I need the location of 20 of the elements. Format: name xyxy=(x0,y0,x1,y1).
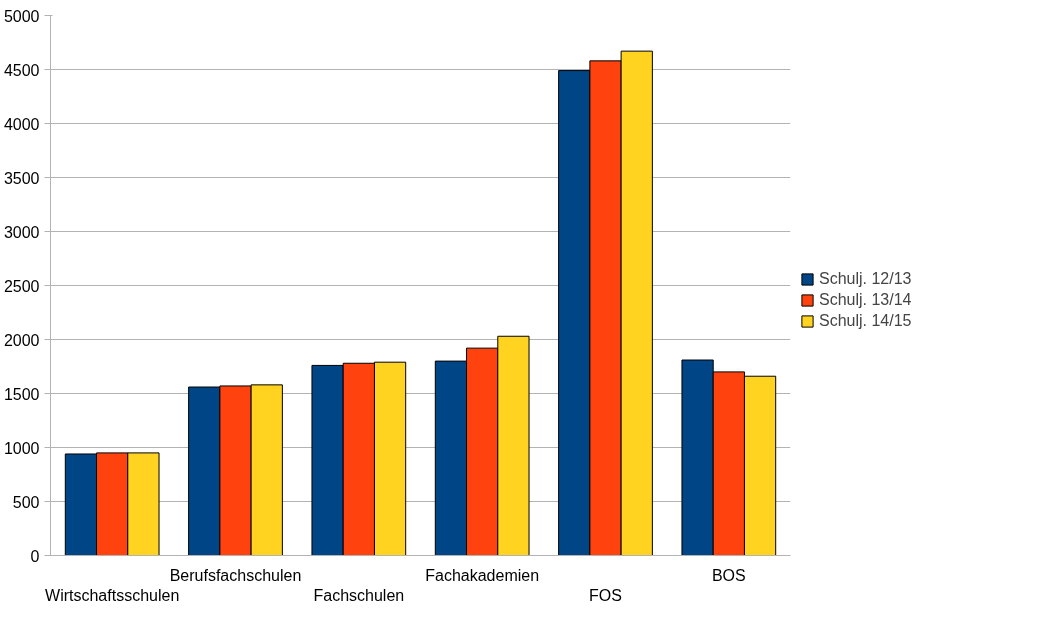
x-tick-label: Berufsfachschulen xyxy=(169,566,302,584)
legend-label: Schulj. 13/14 xyxy=(819,291,912,309)
x-tick-label: Fachakademien xyxy=(425,566,540,584)
y-tick-label: 0 xyxy=(30,547,40,565)
y-tick-label: 1500 xyxy=(3,385,40,403)
x-tick-label: Fachschulen xyxy=(313,586,405,604)
y-tick-label: 5000 xyxy=(3,7,40,25)
x-tick-label: FOS xyxy=(589,586,622,604)
y-tick-label: 3500 xyxy=(3,169,40,187)
y-tick-label: 4000 xyxy=(3,115,40,133)
y-tick-label: 1000 xyxy=(3,439,40,457)
y-tick-label: 4500 xyxy=(3,61,40,79)
y-tick-label: 500 xyxy=(12,493,40,511)
y-tick-label: 3000 xyxy=(3,223,40,241)
y-tick-label: 2500 xyxy=(3,277,40,295)
x-tick-label: Wirtschaftsschulen xyxy=(45,586,180,604)
legend-label: Schulj. 14/15 xyxy=(819,312,912,330)
x-tick-label: BOS xyxy=(711,566,746,584)
legend-label: Schulj. 12/13 xyxy=(819,270,912,288)
y-tick-label: 2000 xyxy=(3,331,40,349)
